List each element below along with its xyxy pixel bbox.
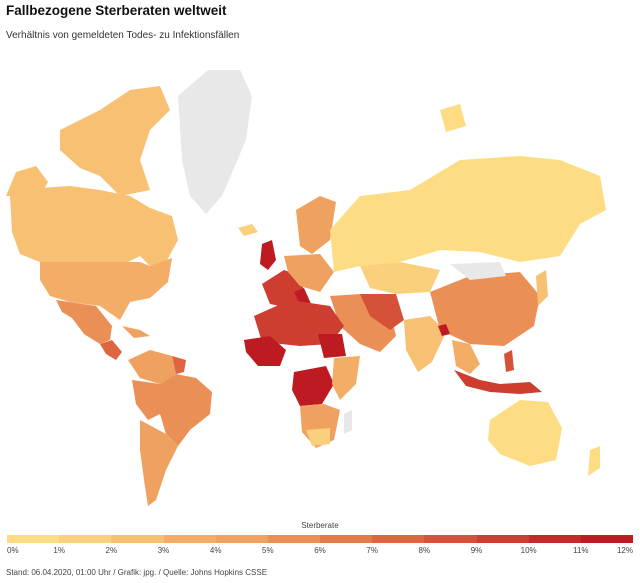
legend-swatch-6 xyxy=(320,535,373,543)
legend-tick-label: 7% xyxy=(366,546,378,555)
legend-swatch-2 xyxy=(111,535,164,543)
region-brazil xyxy=(160,374,212,446)
region-sudan xyxy=(318,334,346,358)
legend-swatch-3 xyxy=(163,535,216,543)
region-mongolia xyxy=(450,262,506,280)
region-india xyxy=(404,316,446,372)
region-west-africa xyxy=(244,336,286,366)
legend-tick-label: 2% xyxy=(105,546,118,555)
region-far-east-islands xyxy=(440,104,466,132)
region-russia xyxy=(330,156,606,272)
region-east-africa xyxy=(332,356,360,400)
legend-tick-label: 4% xyxy=(209,546,222,555)
legend-swatch-10 xyxy=(528,535,581,543)
region-alaska xyxy=(6,166,48,196)
region-mexico xyxy=(56,300,112,344)
legend-swatch-8 xyxy=(424,535,477,543)
region-japan xyxy=(536,270,548,306)
region-caribbean xyxy=(122,326,150,338)
chart-title: Fallbezogene Sterberaten weltweit xyxy=(6,3,227,18)
region-south-africa xyxy=(306,428,330,446)
legend-tick-label: 9% xyxy=(470,546,483,555)
region-chile-argentina xyxy=(140,420,178,506)
legend-tick-label: 10% xyxy=(520,546,537,555)
region-bangladesh xyxy=(438,324,450,336)
legend-swatch-11 xyxy=(580,535,634,543)
region-southeast-asia xyxy=(452,340,480,374)
region-philippines xyxy=(504,350,514,372)
region-guyana xyxy=(172,356,186,374)
region-australia xyxy=(488,400,562,466)
region-indonesia xyxy=(454,370,542,394)
region-central-africa xyxy=(292,366,334,406)
legend-tick-label: 11% xyxy=(573,546,589,555)
source-footer: Stand: 06.04.2020, 01:00 Uhr / Grafik: j… xyxy=(6,568,268,577)
legend-swatch-9 xyxy=(476,535,529,543)
legend-title: Sterberate xyxy=(301,521,339,530)
legend-tick-label: 0% xyxy=(7,546,19,555)
legend-tick-label: 8% xyxy=(418,546,431,555)
region-canada xyxy=(10,186,178,266)
legend-tick-label: 5% xyxy=(262,546,274,555)
legend-tick-label: 1% xyxy=(53,546,65,555)
legend-swatch-7 xyxy=(372,535,425,543)
region-greenland xyxy=(178,70,252,214)
region-usa xyxy=(40,258,172,320)
region-peru-bolivia xyxy=(132,380,160,420)
legend-color-scale xyxy=(7,535,634,543)
region-uk xyxy=(260,240,276,270)
legend-swatch-1 xyxy=(59,535,112,543)
legend-tick-label: 12% xyxy=(616,546,633,555)
region-central-america xyxy=(100,340,122,360)
legend-swatch-0 xyxy=(7,535,60,543)
region-madagascar xyxy=(344,410,352,434)
region-iran xyxy=(360,294,404,330)
legend-swatch-4 xyxy=(215,535,268,543)
region-china xyxy=(430,272,540,346)
world-map xyxy=(6,70,606,506)
legend-tick-label: 3% xyxy=(157,546,170,555)
region-new-zealand xyxy=(588,446,600,476)
region-central-europe xyxy=(284,254,334,292)
chart-subtitle: Verhältnis von gemeldeten Todes- zu Infe… xyxy=(6,30,240,41)
region-kazakhstan xyxy=(360,262,440,294)
legend-tick-label: 6% xyxy=(314,546,326,555)
legend-ticks: 0% 1% 2% 3% 4% 5% 6% 7% 8% 9% 10% 11% 12% xyxy=(7,546,633,558)
legend-swatch-5 xyxy=(267,535,321,543)
region-colombia-venezuela xyxy=(128,350,176,384)
region-canadian-arctic xyxy=(60,86,170,196)
region-iceland xyxy=(238,224,258,236)
region-scandinavia xyxy=(296,196,336,254)
